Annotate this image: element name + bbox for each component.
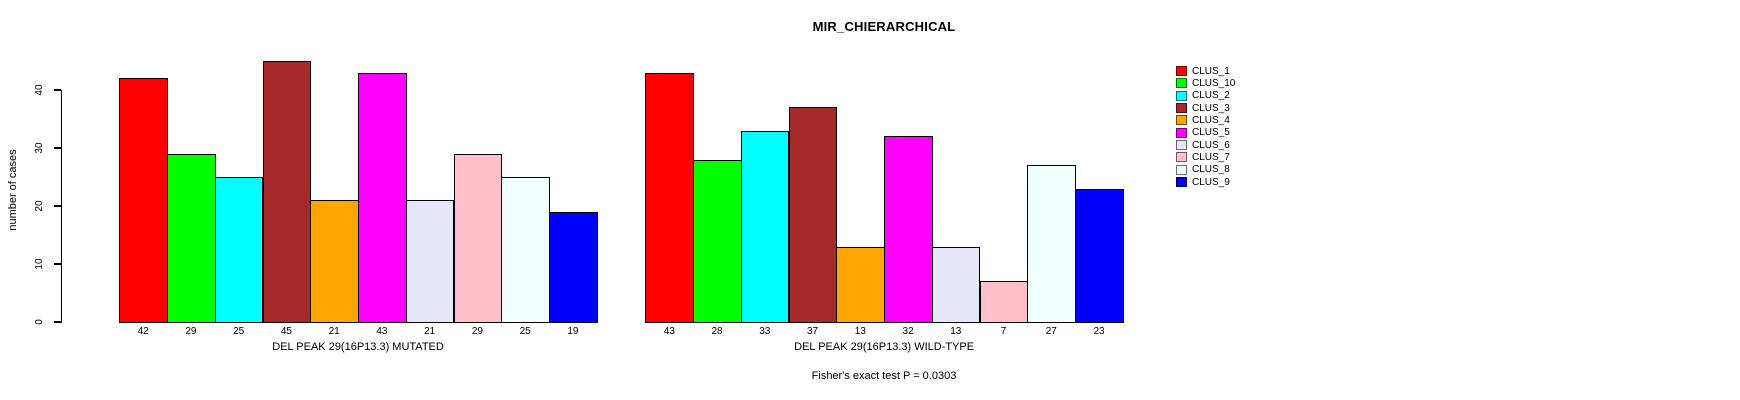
bar-value-label: 23	[1093, 326, 1105, 337]
bar-clus_5-group2	[884, 136, 933, 323]
chart-title: MIR_CHIERARCHICAL	[812, 19, 956, 34]
bar-value-label: 43	[663, 326, 675, 337]
bar-clus_1-group2	[645, 72, 694, 323]
y-tick-mark	[54, 89, 61, 91]
bar-clus_5-group1	[358, 72, 407, 323]
bar-value-label: 43	[376, 326, 388, 337]
legend-swatch-clus_8	[1176, 164, 1187, 175]
legend-entry-clus_4: CLUS_4	[1176, 115, 1230, 126]
bar-value-label: 7	[1000, 326, 1007, 337]
y-tick-mark	[54, 321, 61, 323]
bar-value-label: 25	[233, 326, 245, 337]
legend-entry-clus_7: CLUS_7	[1176, 152, 1230, 163]
bar-value-label: 32	[902, 326, 914, 337]
bar-value-label: 19	[567, 326, 579, 337]
bar-value-label: 33	[759, 326, 771, 337]
bar-clus_4-group2	[836, 246, 885, 323]
legend-label: CLUS_9	[1192, 176, 1230, 188]
bar-value-label: 21	[328, 326, 340, 337]
bar-value-label: 27	[1045, 326, 1057, 337]
bar-value-label: 37	[806, 326, 819, 337]
bar-value-label: 21	[424, 326, 436, 337]
y-tick-mark	[54, 147, 61, 149]
y-tick-mark	[54, 205, 61, 207]
bar-clus_2-group1	[214, 177, 264, 323]
legend-swatch-clus_10	[1176, 78, 1187, 89]
bar-clus_6-group2	[931, 246, 981, 323]
legend-swatch-clus_3	[1176, 103, 1187, 114]
y-tick-label: 10	[33, 258, 45, 270]
legend-swatch-clus_7	[1176, 152, 1187, 163]
legend-entry-clus_2: CLUS_2	[1176, 90, 1230, 101]
legend-entry-clus_1: CLUS_1	[1176, 66, 1230, 77]
y-tick-label: 30	[33, 142, 45, 154]
legend-label: CLUS_5	[1192, 127, 1230, 139]
y-tick-label: 0	[33, 319, 45, 325]
legend-label: CLUS_6	[1192, 139, 1230, 151]
bar-clus_3-group1	[262, 61, 312, 323]
legend-swatch-clus_9	[1176, 177, 1187, 188]
bar-clus_9-group1	[549, 211, 598, 323]
bar-value-label: 25	[519, 326, 531, 337]
legend-entry-clus_3: CLUS_3	[1176, 103, 1230, 114]
bar-clus_7-group1	[453, 153, 503, 323]
bar-value-label: 45	[280, 326, 292, 337]
legend-entry-clus_5: CLUS_5	[1176, 127, 1230, 138]
bar-clus_10-group1	[167, 153, 216, 323]
y-tick-label: 40	[33, 84, 45, 96]
legend-swatch-clus_5	[1176, 127, 1187, 138]
fisher-test-annotation: Fisher's exact test P = 0.0303	[811, 370, 957, 382]
bar-value-label: 28	[711, 326, 723, 337]
legend-entry-clus_8: CLUS_8	[1176, 164, 1230, 175]
x-axis-group-label: DEL PEAK 29(16P13.3) MUTATED	[272, 341, 444, 353]
legend-swatch-clus_2	[1176, 90, 1187, 101]
legend-label: CLUS_8	[1192, 164, 1230, 176]
bar-clus_9-group2	[1075, 188, 1124, 323]
legend-label: CLUS_2	[1192, 90, 1230, 102]
bar-clus_2-group2	[740, 130, 790, 323]
legend-swatch-clus_1	[1176, 66, 1187, 76]
legend-label: CLUS_10	[1192, 77, 1236, 89]
legend-label: CLUS_1	[1192, 65, 1230, 77]
legend-swatch-clus_6	[1176, 140, 1187, 151]
legend-entry-clus_6: CLUS_6	[1176, 140, 1230, 151]
x-axis-group-label: DEL PEAK 29(16P13.3) WILD-TYPE	[794, 341, 975, 353]
bar-value-label: 29	[185, 326, 197, 337]
y-axis-label: number of cases	[7, 149, 19, 231]
legend-label: CLUS_3	[1192, 102, 1230, 114]
y-tick-label: 20	[33, 200, 45, 212]
bar-clus_7-group2	[979, 281, 1029, 323]
y-tick-mark	[54, 263, 61, 265]
bar-clus_6-group1	[405, 200, 455, 323]
legend-entry-clus_9: CLUS_9	[1176, 177, 1230, 188]
legend-label: CLUS_4	[1192, 114, 1230, 126]
bar-value-label: 42	[137, 326, 149, 337]
bar-clus_10-group2	[693, 159, 742, 323]
legend-entry-clus_10: CLUS_10	[1176, 78, 1235, 89]
bar-clus_1-group1	[119, 78, 168, 323]
legend-label: CLUS_7	[1192, 151, 1230, 163]
legend-swatch-clus_4	[1176, 115, 1187, 126]
bar-clus_8-group2	[1027, 165, 1076, 323]
bar-clus_4-group1	[310, 200, 359, 323]
bar-clus_3-group2	[788, 107, 838, 323]
bar-value-label: 13	[950, 326, 962, 337]
bar-value-label: 29	[471, 326, 483, 337]
bar-clus_8-group1	[501, 177, 550, 323]
bar-value-label: 13	[854, 326, 866, 337]
y-axis-line	[61, 90, 63, 323]
